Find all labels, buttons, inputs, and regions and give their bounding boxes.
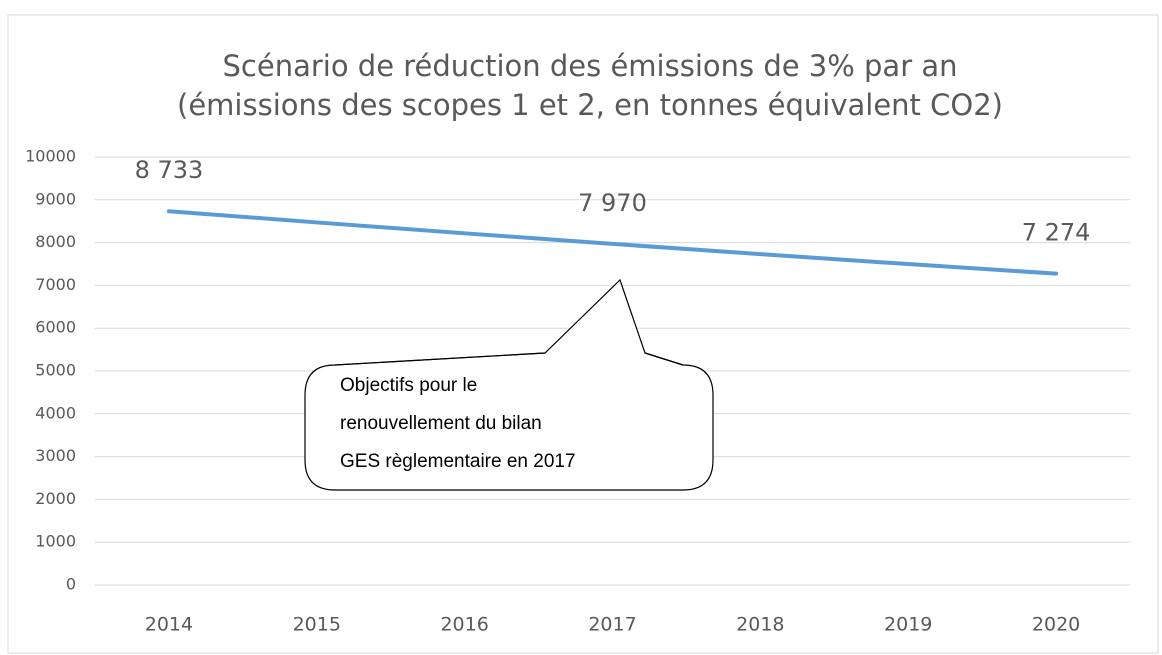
x-tick-label: 2015 <box>293 614 341 636</box>
annotation-line: GES règlementaire en 2017 <box>340 451 576 472</box>
data-label: 8 733 <box>135 156 204 184</box>
callout <box>304 278 714 491</box>
y-tick-label: 7000 <box>35 275 76 294</box>
y-tick-label: 2000 <box>35 489 76 508</box>
chart-title: Scénario de réduction des émissions de 3… <box>223 49 958 83</box>
chart-subtitle: (émissions des scopes 1 et 2, en tonnes … <box>177 88 1003 122</box>
y-tick-label: 10000 <box>25 147 76 166</box>
y-tick-label: 5000 <box>35 361 76 380</box>
x-tick-label: 2014 <box>145 614 193 636</box>
x-tick-label: 2017 <box>588 614 636 636</box>
y-tick-label: 4000 <box>35 403 76 422</box>
x-tick-label: 2020 <box>1032 614 1080 636</box>
annotation-line: Objectifs pour le <box>340 375 477 396</box>
y-tick-label: 9000 <box>35 189 76 208</box>
data-label: 7 970 <box>578 189 647 217</box>
x-tick-label: 2018 <box>736 614 784 636</box>
callout-top <box>334 352 684 366</box>
x-tick-label: 2019 <box>884 614 932 636</box>
data-line <box>166 209 1059 276</box>
y-tick-label: 8000 <box>35 232 76 251</box>
y-tick-label: 6000 <box>35 318 76 337</box>
y-tick-label: 3000 <box>35 446 76 465</box>
x-tick-label: 2016 <box>440 614 488 636</box>
y-tick-label: 0 <box>66 575 76 594</box>
annotation-line: renouvellement du bilan <box>340 413 542 434</box>
data-label: 7 274 <box>1022 219 1091 247</box>
y-tick-label: 1000 <box>35 532 76 551</box>
